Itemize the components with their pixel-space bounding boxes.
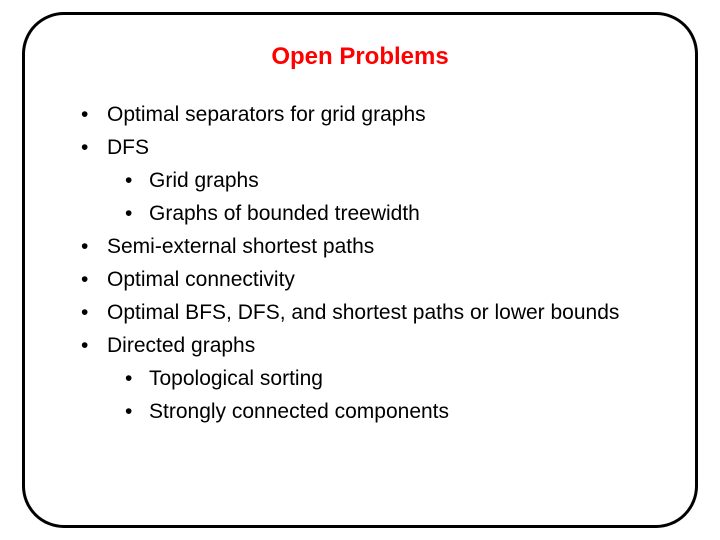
list-item-text: Graphs of bounded treewidth — [149, 202, 420, 225]
list-item-text: Optimal connectivity — [107, 268, 295, 291]
list-item-text: Topological sorting — [149, 367, 323, 390]
list-item-text: Grid graphs — [149, 169, 259, 192]
list-item: Optimal BFS, DFS, and shortest paths or … — [71, 299, 657, 328]
list-item-text: Directed graphs — [107, 334, 255, 357]
list-item: Semi-external shortest paths — [71, 233, 657, 262]
list-item: Graphs of bounded treewidth — [107, 200, 657, 229]
slide-title: Open Problems — [63, 43, 657, 71]
list-item-text: Optimal BFS, DFS, and shortest paths or … — [107, 301, 619, 324]
list-item: Optimal connectivity — [71, 266, 657, 295]
bullet-sublist: Grid graphs Graphs of bounded treewidth — [107, 167, 657, 229]
list-item: Topological sorting — [107, 365, 657, 394]
list-item-text: Strongly connected components — [149, 400, 449, 423]
list-item: Optimal separators for grid graphs — [71, 101, 657, 130]
list-item: Directed graphs Topological sorting Stro… — [71, 332, 657, 427]
slide-frame: Open Problems Optimal separators for gri… — [22, 12, 698, 528]
list-item-text: DFS — [107, 136, 149, 159]
slide-content: Optimal separators for grid graphs DFS G… — [63, 101, 657, 427]
list-item: Grid graphs — [107, 167, 657, 196]
list-item: DFS Grid graphs Graphs of bounded treewi… — [71, 134, 657, 229]
list-item: Strongly connected components — [107, 398, 657, 427]
bullet-sublist: Topological sorting Strongly connected c… — [107, 365, 657, 427]
list-item-text: Optimal separators for grid graphs — [107, 103, 426, 126]
bullet-list: Optimal separators for grid graphs DFS G… — [71, 101, 657, 427]
list-item-text: Semi-external shortest paths — [107, 235, 374, 258]
